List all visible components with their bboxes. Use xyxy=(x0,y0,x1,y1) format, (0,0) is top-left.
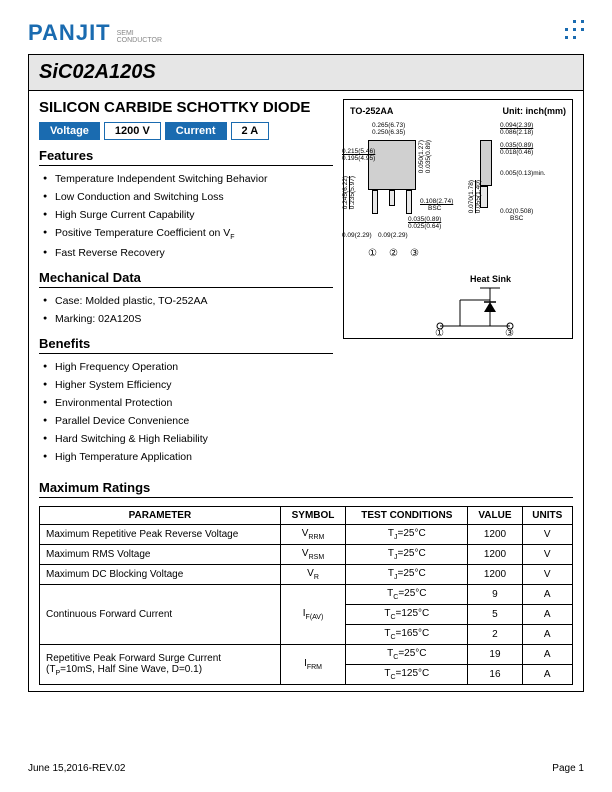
pin-2: ② xyxy=(389,248,398,259)
feature-item: Fast Reverse Recovery xyxy=(43,244,333,262)
feature-item: Low Conduction and Switching Loss xyxy=(43,188,333,206)
package-name: TO-252AA xyxy=(350,106,393,116)
table-row: Maximum DC Blocking Voltage VR TJ=25°C 1… xyxy=(40,565,573,585)
schematic-pin-3: ③ xyxy=(505,328,514,339)
ratings-table: PARAMETER SYMBOL TEST CONDITIONS VALUE U… xyxy=(39,506,573,685)
current-label-badge: Current xyxy=(165,122,227,140)
mechanical-heading: Mechanical Data xyxy=(39,268,333,288)
package-unit: Unit: inch(mm) xyxy=(503,106,567,116)
package-column: TO-252AA Unit: inch(mm) 0.265(6.73) 0.25… xyxy=(343,99,573,466)
pin-1: ① xyxy=(368,248,377,259)
features-list: Temperature Independent Switching Behavi… xyxy=(39,170,333,262)
col-conditions: TEST CONDITIONS xyxy=(346,507,468,525)
voltage-value-badge: 1200 V xyxy=(104,122,161,140)
logo-subtitle: SEMICONDUCTOR xyxy=(117,30,162,44)
col-units: UNITS xyxy=(522,507,572,525)
benefits-list: High Frequency Operation Higher System E… xyxy=(39,358,333,466)
pin-3: ③ xyxy=(410,248,419,259)
max-ratings-heading: Maximum Ratings xyxy=(39,476,573,498)
schematic-pin-1: ① xyxy=(435,328,444,339)
table-row: Maximum RMS Voltage VRSM TJ=25°C 1200V xyxy=(40,545,573,565)
col-value: VALUE xyxy=(468,507,522,525)
footer-page: Page 1 xyxy=(552,763,584,774)
corner-decoration xyxy=(560,20,584,44)
spec-badges: Voltage 1200 V Current 2 A xyxy=(39,122,333,140)
schematic-diagram: Heat Sink ① ③ xyxy=(350,274,566,344)
part-number: SiC02A120S xyxy=(29,55,583,91)
benefit-item: Higher System Efficiency xyxy=(43,376,333,394)
feature-item: Positive Temperature Coefficient on VF xyxy=(43,224,333,244)
table-row: Continuous Forward Current IF(AV) TC=25°… xyxy=(40,585,573,605)
datasheet-frame: SiC02A120S SILICON CARBIDE SCHOTTKY DIOD… xyxy=(28,54,584,692)
table-header-row: PARAMETER SYMBOL TEST CONDITIONS VALUE U… xyxy=(40,507,573,525)
feature-item: Temperature Independent Switching Behavi… xyxy=(43,170,333,188)
benefit-item: High Frequency Operation xyxy=(43,358,333,376)
logo-jit: JIT xyxy=(76,20,111,45)
col-symbol: SYMBOL xyxy=(280,507,345,525)
brand-logo: PANJIT SEMICONDUCTOR xyxy=(28,20,584,46)
features-heading: Features xyxy=(39,146,333,166)
product-title: SILICON CARBIDE SCHOTTKY DIODE xyxy=(39,99,333,116)
benefit-item: High Temperature Application xyxy=(43,448,333,466)
page-footer: June 15,2016-REV.02 Page 1 xyxy=(28,763,584,774)
package-drawing: 0.265(6.73) 0.250(6.35) 0.215(5.46) 0.19… xyxy=(350,120,566,270)
mechanical-item: Case: Molded plastic, TO-252AA xyxy=(43,292,333,310)
voltage-label-badge: Voltage xyxy=(39,122,100,140)
current-value-badge: 2 A xyxy=(231,122,270,140)
table-row: Repetitive Peak Forward Surge Current(TP… xyxy=(40,645,573,665)
logo-pan: PAN xyxy=(28,20,76,45)
benefit-item: Hard Switching & High Reliability xyxy=(43,430,333,448)
col-parameter: PARAMETER xyxy=(40,507,281,525)
benefit-item: Parallel Device Convenience xyxy=(43,412,333,430)
left-column: SILICON CARBIDE SCHOTTKY DIODE Voltage 1… xyxy=(39,99,333,466)
benefits-heading: Benefits xyxy=(39,334,333,354)
benefit-item: Environmental Protection xyxy=(43,394,333,412)
mechanical-item: Marking: 02A120S xyxy=(43,310,333,328)
feature-item: High Surge Current Capability xyxy=(43,206,333,224)
table-row: Maximum Repetitive Peak Reverse Voltage … xyxy=(40,525,573,545)
package-outline-box: TO-252AA Unit: inch(mm) 0.265(6.73) 0.25… xyxy=(343,99,573,339)
mechanical-list: Case: Molded plastic, TO-252AA Marking: … xyxy=(39,292,333,328)
footer-date: June 15,2016-REV.02 xyxy=(28,763,126,774)
